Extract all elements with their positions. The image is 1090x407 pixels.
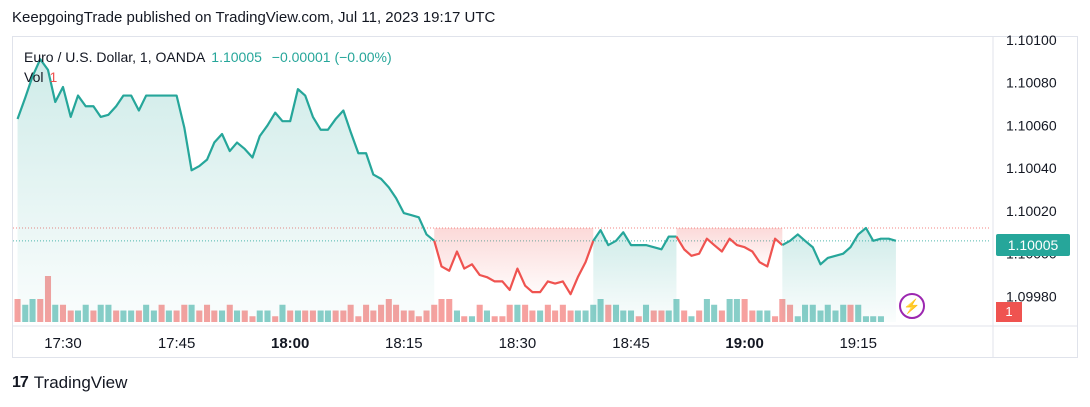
y-tick-label-1: 1.10080 <box>1006 75 1057 91</box>
volume-tag: 1 <box>996 302 1022 322</box>
volume-bar-57 <box>446 299 453 322</box>
series-line-1 <box>433 240 595 296</box>
x-tick-label-6: 19:00 <box>725 335 763 352</box>
volume-bar-74 <box>574 310 581 322</box>
series-line-3 <box>675 235 784 268</box>
series-line-4 <box>781 226 897 266</box>
x-tick-label-3: 18:15 <box>385 335 423 352</box>
y-tick-label-2: 1.10060 <box>1006 117 1057 133</box>
series-area-3 <box>676 228 783 267</box>
volume-bar-71 <box>552 310 559 322</box>
volume-bar-66 <box>514 304 521 322</box>
series-area-1 <box>434 228 594 295</box>
volume-bar-56 <box>438 299 445 322</box>
series-line-2 <box>592 229 677 251</box>
volume-label: Vol <box>24 69 44 85</box>
y-tick-label-4: 1.10020 <box>1006 203 1057 219</box>
volume-bar-60 <box>468 316 475 322</box>
volume-bar-58 <box>453 310 460 322</box>
x-tick-label-4: 18:30 <box>499 335 537 352</box>
y-tick-label-3: 1.10040 <box>1006 160 1057 176</box>
x-tick-label-2: 18:00 <box>271 335 309 352</box>
volume-bar-72 <box>559 304 566 322</box>
volume-bar-68 <box>529 310 536 322</box>
series-area-4 <box>782 228 896 322</box>
volume-bar-89 <box>688 316 695 322</box>
price-change: −0.00001 (−0.00%) <box>271 49 392 65</box>
brand-name: TradingView <box>33 373 128 392</box>
volume-bar-91 <box>703 299 710 322</box>
volume-bar-65 <box>506 304 513 322</box>
symbol-label: Euro / U.S. Dollar, 1, OANDA <box>24 49 206 65</box>
volume-bar-98 <box>756 310 763 322</box>
footer-brand[interactable]: 17 TradingView <box>12 373 127 393</box>
x-tick-label-7: 19:15 <box>839 335 877 352</box>
y-tick-label-6: 1.09980 <box>1006 288 1057 304</box>
volume-bar-93 <box>718 310 725 322</box>
volume-bar-99 <box>764 310 771 322</box>
volume-bar-62 <box>483 310 490 322</box>
chart-frame <box>12 36 1078 358</box>
lightning-icon[interactable]: ⚡ <box>899 293 925 319</box>
volume-bar-67 <box>522 304 529 322</box>
y-tick-label-0: 1.10100 <box>1006 32 1057 48</box>
volume-bar-70 <box>544 304 551 322</box>
publisher-line: KeepgoingTrade published on TradingView.… <box>12 9 496 26</box>
volume-bar-63 <box>491 316 498 322</box>
volume-bar-59 <box>461 316 468 322</box>
volume-bar-97 <box>749 310 756 322</box>
series-area-2 <box>593 230 677 322</box>
volume-value: 1 <box>49 69 58 85</box>
series-area-0 <box>17 59 435 323</box>
volume-bar-69 <box>537 310 544 322</box>
volume-bar-100 <box>772 316 779 322</box>
x-tick-label-1: 17:45 <box>158 335 196 352</box>
series-line-0 <box>16 58 435 242</box>
volume-bar-96 <box>741 299 748 322</box>
volume-bar-92 <box>711 304 718 322</box>
volume-bar-95 <box>733 299 740 322</box>
volume-bar-75 <box>582 310 589 322</box>
last-price: 1.10005 <box>211 49 262 65</box>
tradingview-logo-icon: 17 <box>12 374 29 391</box>
volume-bar-61 <box>476 304 483 322</box>
x-tick-label-5: 18:45 <box>612 335 650 352</box>
volume-bar-90 <box>696 310 703 322</box>
current-price-tag: 1.10005 <box>996 234 1070 256</box>
chart-legend: Euro / U.S. Dollar, 1, OANDA 1.10005 −0.0… <box>24 47 392 87</box>
volume-bar-64 <box>499 316 506 322</box>
volume-bar-94 <box>726 299 733 322</box>
volume-bar-73 <box>567 310 574 322</box>
x-tick-label-0: 17:30 <box>44 335 82 352</box>
volume-bar-88 <box>681 310 688 322</box>
